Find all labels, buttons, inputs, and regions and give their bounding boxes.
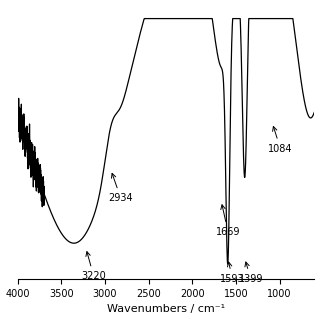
- Text: 1593: 1593: [220, 262, 245, 284]
- Text: 3220: 3220: [81, 252, 106, 281]
- X-axis label: Wavenumbers / cm⁻¹: Wavenumbers / cm⁻¹: [107, 304, 225, 315]
- Text: 1084: 1084: [268, 126, 293, 154]
- Text: 2934: 2934: [108, 173, 133, 203]
- Text: 1399: 1399: [238, 262, 263, 284]
- Text: 1669: 1669: [216, 205, 240, 237]
